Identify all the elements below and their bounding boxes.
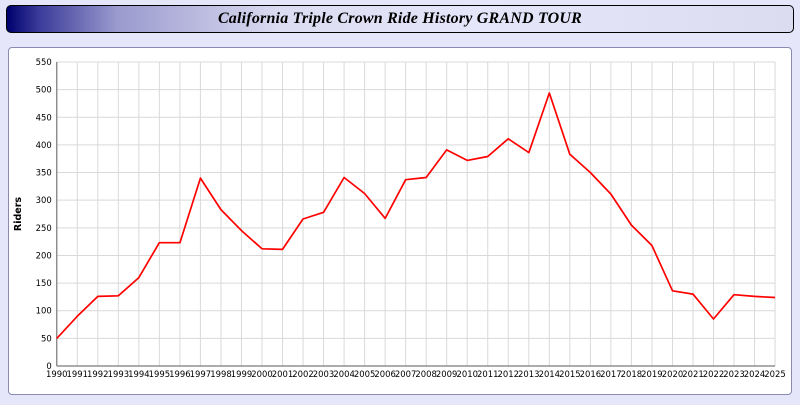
svg-text:1997: 1997	[190, 369, 212, 379]
svg-text:2006: 2006	[374, 369, 396, 379]
svg-text:250: 250	[36, 223, 52, 233]
svg-text:2018: 2018	[621, 369, 643, 379]
svg-text:2019: 2019	[641, 369, 663, 379]
svg-text:50: 50	[41, 333, 52, 343]
svg-text:2017: 2017	[600, 369, 622, 379]
svg-text:2007: 2007	[395, 369, 417, 379]
svg-text:0: 0	[46, 361, 51, 371]
svg-text:450: 450	[36, 112, 52, 122]
svg-text:1992: 1992	[87, 369, 109, 379]
svg-text:1994: 1994	[128, 369, 150, 379]
svg-text:1995: 1995	[149, 369, 171, 379]
svg-text:2010: 2010	[456, 369, 478, 379]
svg-text:400: 400	[36, 140, 52, 150]
svg-text:2014: 2014	[539, 369, 561, 379]
svg-text:1990: 1990	[46, 369, 68, 379]
svg-text:2001: 2001	[272, 369, 294, 379]
svg-text:2024: 2024	[744, 369, 766, 379]
svg-text:300: 300	[36, 195, 52, 205]
svg-text:1996: 1996	[169, 369, 191, 379]
svg-text:2008: 2008	[415, 369, 437, 379]
svg-text:2025: 2025	[764, 369, 786, 379]
svg-text:2003: 2003	[313, 369, 335, 379]
svg-text:2021: 2021	[682, 369, 704, 379]
svg-text:2009: 2009	[436, 369, 458, 379]
svg-text:2004: 2004	[333, 369, 355, 379]
svg-text:2013: 2013	[518, 369, 540, 379]
chart-panel: 0 50 100 150 200 250 300 350 400 450 500 550 1990 199…	[8, 47, 792, 395]
svg-text:100: 100	[36, 306, 52, 316]
svg-text:2022: 2022	[703, 369, 725, 379]
svg-text:1999: 1999	[231, 369, 253, 379]
svg-text:2020: 2020	[662, 369, 684, 379]
svg-text:2000: 2000	[251, 369, 273, 379]
svg-text:1991: 1991	[67, 369, 89, 379]
svg-text:2002: 2002	[292, 369, 314, 379]
svg-text:150: 150	[36, 278, 52, 288]
svg-text:500: 500	[36, 85, 52, 95]
svg-text:2012: 2012	[498, 369, 520, 379]
svg-text:Riders: Riders	[13, 197, 24, 231]
page-title: California Triple Crown Ride History GRA…	[217, 10, 583, 27]
svg-text:200: 200	[36, 250, 52, 260]
svg-text:2023: 2023	[723, 369, 745, 379]
svg-text:2016: 2016	[580, 369, 602, 379]
svg-text:1993: 1993	[108, 369, 130, 379]
svg-text:550: 550	[36, 57, 52, 67]
svg-text:2011: 2011	[477, 369, 499, 379]
svg-text:1998: 1998	[210, 369, 232, 379]
svg-text:2005: 2005	[354, 369, 376, 379]
svg-text:2015: 2015	[559, 369, 581, 379]
title-bar: California Triple Crown Ride History GRA…	[6, 5, 794, 33]
svg-text:350: 350	[36, 168, 52, 178]
